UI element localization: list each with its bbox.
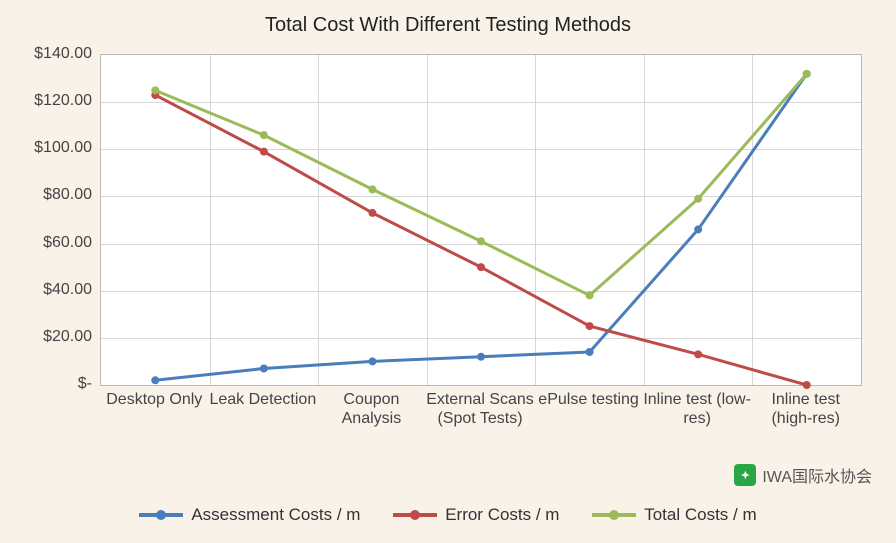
- series-marker: [586, 348, 594, 356]
- series-marker: [694, 225, 702, 233]
- legend-label: Total Costs / m: [644, 505, 756, 525]
- x-tick-label: External Scans (Spot Tests): [426, 390, 534, 428]
- series-marker: [368, 185, 376, 193]
- series-marker: [260, 131, 268, 139]
- legend-swatch: [139, 513, 183, 517]
- legend-label: Assessment Costs / m: [191, 505, 360, 525]
- y-tick-label: $20.00: [43, 328, 92, 346]
- series-marker: [477, 237, 485, 245]
- chart-title: Total Cost With Different Testing Method…: [0, 14, 896, 37]
- legend-swatch: [592, 513, 636, 517]
- series-marker: [151, 86, 159, 94]
- series-marker: [803, 70, 811, 78]
- series-marker: [151, 376, 159, 384]
- x-tick-label: Inline test (high-res): [752, 390, 860, 428]
- series-lines: [155, 74, 806, 385]
- chart-svg: [101, 55, 861, 385]
- series-marker: [477, 263, 485, 271]
- series-marker: [477, 353, 485, 361]
- y-tick-label: $40.00: [43, 281, 92, 299]
- legend-item: Assessment Costs / m: [139, 505, 360, 525]
- wechat-icon: ✦: [734, 464, 756, 486]
- x-tick-label: Desktop Only: [100, 390, 208, 409]
- series-marker: [260, 148, 268, 156]
- series-marker: [260, 365, 268, 373]
- x-tick-label: ePulse testing: [535, 390, 643, 409]
- plot-area: [100, 54, 862, 386]
- x-tick-label: Coupon Analysis: [317, 390, 425, 428]
- chart-container: Total Cost With Different Testing Method…: [0, 0, 896, 543]
- series-line: [155, 74, 806, 380]
- y-tick-label: $100.00: [34, 139, 92, 157]
- series-markers: [151, 70, 810, 389]
- legend-label: Error Costs / m: [445, 505, 559, 525]
- series-line: [155, 74, 806, 296]
- series-marker: [694, 350, 702, 358]
- series-marker: [803, 381, 811, 389]
- x-tick-label: Inline test (low-res): [643, 390, 751, 428]
- legend-item: Error Costs / m: [393, 505, 559, 525]
- series-marker: [586, 291, 594, 299]
- watermark: ✦ IWA国际水协会: [734, 463, 872, 487]
- legend-swatch: [393, 513, 437, 517]
- y-tick-label: $60.00: [43, 234, 92, 252]
- y-tick-label: $80.00: [43, 186, 92, 204]
- legend: Assessment Costs / m Error Costs / m Tot…: [0, 502, 896, 525]
- y-tick-label: $140.00: [34, 45, 92, 63]
- series-marker: [694, 195, 702, 203]
- watermark-text: IWA国际水协会: [762, 463, 872, 487]
- y-tick-label: $120.00: [34, 92, 92, 110]
- series-marker: [368, 209, 376, 217]
- legend-item: Total Costs / m: [592, 505, 756, 525]
- series-marker: [368, 357, 376, 365]
- x-tick-label: Leak Detection: [209, 390, 317, 409]
- series-marker: [586, 322, 594, 330]
- y-tick-label: $-: [78, 375, 92, 393]
